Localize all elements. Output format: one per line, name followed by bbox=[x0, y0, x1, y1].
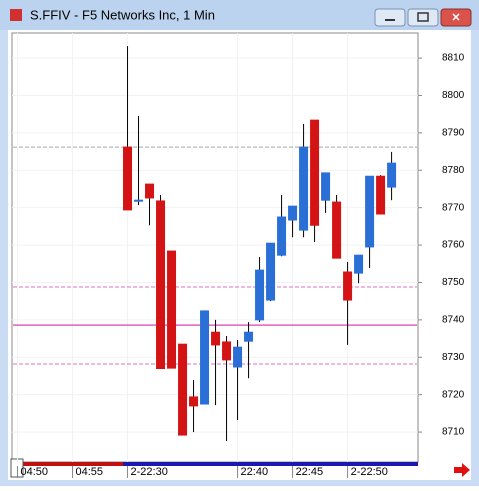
time-strip-prior bbox=[12, 462, 123, 466]
minimize-button[interactable] bbox=[374, 8, 406, 27]
scroll-box[interactable] bbox=[10, 458, 24, 478]
candle-body bbox=[266, 242, 276, 301]
candle-body bbox=[277, 216, 287, 256]
candle-body bbox=[387, 162, 397, 188]
scroll-arrow[interactable] bbox=[454, 463, 470, 477]
y-tick-label: 8800 bbox=[442, 90, 465, 101]
y-tick-label: 8790 bbox=[442, 128, 465, 139]
candle-body bbox=[321, 172, 331, 201]
candle-body bbox=[178, 343, 188, 436]
y-tick-label: 8720 bbox=[442, 389, 465, 400]
candle-body bbox=[255, 269, 265, 321]
candle-body bbox=[332, 201, 342, 259]
candle-body bbox=[134, 199, 144, 202]
x-tick-label: 2-22:50 bbox=[351, 466, 388, 478]
maximize-button[interactable] bbox=[407, 8, 439, 27]
y-tick-label: 8750 bbox=[442, 277, 465, 288]
y-tick-label: 8770 bbox=[442, 202, 465, 213]
candle-body bbox=[145, 183, 155, 199]
y-tick-label: 8780 bbox=[442, 165, 465, 176]
candle-body bbox=[288, 205, 298, 221]
candle-body bbox=[365, 175, 375, 248]
candle-body bbox=[376, 175, 386, 215]
x-tick-label: 04:55 bbox=[76, 466, 104, 478]
close-icon: ✕ bbox=[451, 12, 460, 24]
y-tick-label: 8730 bbox=[442, 352, 465, 363]
candle-body bbox=[222, 341, 232, 361]
close-button[interactable] bbox=[440, 8, 472, 27]
candle-body bbox=[233, 346, 243, 368]
candle-body bbox=[354, 254, 364, 274]
maximize-icon bbox=[417, 12, 429, 22]
y-tick-label: 8710 bbox=[442, 427, 465, 438]
x-tick-label: 04:50 bbox=[21, 466, 49, 478]
candle-body bbox=[343, 271, 353, 301]
candle-body bbox=[156, 200, 166, 369]
candle-body bbox=[123, 146, 133, 211]
x-tick-label: 2-22:30 bbox=[131, 466, 168, 478]
candle-body bbox=[211, 331, 221, 346]
candle-body bbox=[189, 396, 199, 407]
plot-frame bbox=[11, 32, 419, 463]
app-icon bbox=[10, 9, 22, 21]
x-tick-label: 22:45 bbox=[296, 466, 324, 478]
window-title: S.FFIV - F5 Networks Inc, 1 Min bbox=[30, 7, 215, 22]
candle-body bbox=[244, 331, 254, 342]
plot: 8710 8720 8730 8740 8750 8760 8770 8780 8790 8800… bbox=[12, 33, 465, 478]
candle-body bbox=[299, 146, 309, 231]
time-strip bbox=[12, 462, 418, 466]
candle-body bbox=[310, 119, 320, 226]
y-tick-label: 8740 bbox=[442, 315, 465, 326]
x-tick-label: 22:40 bbox=[241, 466, 269, 478]
candle-body bbox=[200, 310, 210, 405]
candle-body bbox=[167, 250, 177, 369]
y-tick-label: 8760 bbox=[442, 240, 465, 251]
y-tick-label: 8810 bbox=[442, 53, 465, 64]
